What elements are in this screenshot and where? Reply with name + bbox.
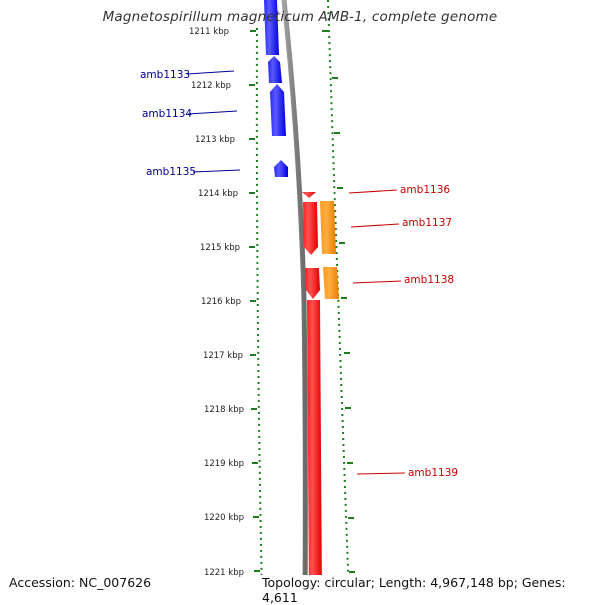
tick-label-1221: 1221 kbp	[204, 568, 244, 578]
genome-summary: Topology: circular; Length: 4,967,148 bp…	[260, 575, 600, 605]
gene-shape-amb1134[interactable]	[270, 84, 286, 136]
gene-label-amb1135[interactable]: amb1135	[146, 166, 196, 178]
gene-shape-amb1132[interactable]	[264, 0, 279, 55]
genome-backbone	[281, 0, 308, 600]
accession-text: Accession: NC_007626	[7, 575, 154, 590]
gene-shape-amb1138[interactable]	[305, 268, 320, 299]
gene-shape-amb1137[interactable]	[320, 201, 336, 254]
gene-label-amb1133[interactable]: amb1133	[140, 69, 190, 81]
gene-shape-orange-2[interactable]	[323, 267, 339, 299]
tick-label-1220: 1220 kbp	[204, 513, 244, 523]
gene-label-amb1136[interactable]: amb1136	[400, 184, 450, 196]
map-title: Magnetospirillum magneticum AMB-1, compl…	[102, 9, 498, 25]
left-tick-marks	[249, 30, 260, 572]
gene-shape-amb1133[interactable]	[268, 56, 282, 83]
gene-shape-amb1135[interactable]	[274, 160, 288, 177]
left-ruler	[255, 27, 263, 597]
gene-shape-amb1136[interactable]	[303, 202, 318, 255]
gene-label-amb1134[interactable]: amb1134	[142, 108, 192, 120]
tick-label-1217: 1217 kbp	[203, 351, 243, 361]
tick-label-1214: 1214 kbp	[198, 189, 238, 199]
gene-label-amb1137[interactable]: amb1137	[402, 217, 452, 229]
tick-label-1213: 1213 kbp	[195, 135, 235, 145]
label-leaders	[186, 70, 406, 475]
tick-label-1216: 1216 kbp	[201, 297, 241, 307]
right-tick-marks	[322, 30, 355, 573]
tick-label-1218: 1218 kbp	[204, 405, 244, 415]
gene-shape-small-arrow[interactable]	[302, 192, 316, 198]
tick-label-1212: 1212 kbp	[191, 81, 231, 91]
gene-shape-amb1139[interactable]	[307, 300, 322, 600]
gene-label-amb1138[interactable]: amb1138	[404, 274, 454, 286]
tick-label-1211: 1211 kbp	[189, 27, 229, 37]
tick-label-1219: 1219 kbp	[204, 459, 244, 469]
tick-label-1215: 1215 kbp	[200, 243, 240, 253]
gene-label-amb1139[interactable]: amb1139	[408, 467, 458, 479]
